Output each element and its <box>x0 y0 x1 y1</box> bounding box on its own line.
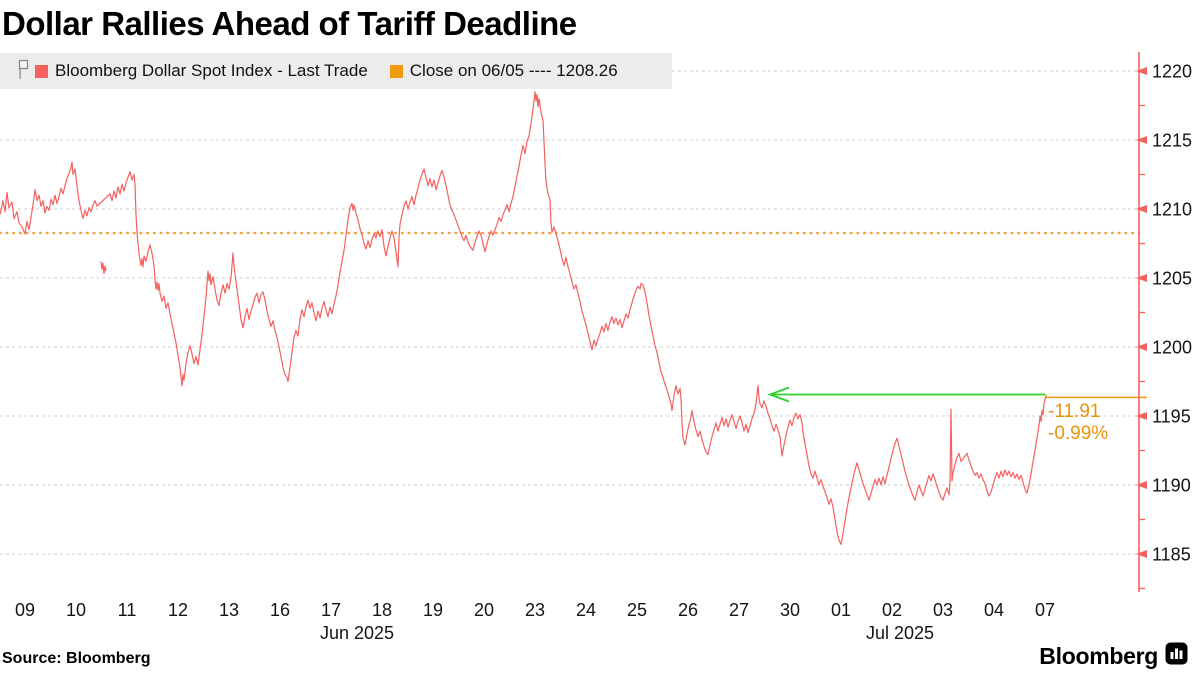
retracement-arrow-head-icon <box>767 386 790 403</box>
bloomberg-logo-icon <box>1165 642 1188 670</box>
x-tick-label: 25 <box>627 600 647 620</box>
x-tick-label: 13 <box>219 600 239 620</box>
y-axis-major-tick-icon <box>1136 205 1147 213</box>
x-tick-label: 16 <box>270 600 290 620</box>
x-tick-label: 23 <box>525 600 545 620</box>
y-axis-major-tick-icon <box>1136 343 1147 351</box>
legend-item-last-trade[interactable]: Bloomberg Dollar Spot Index - Last Trade <box>35 61 368 81</box>
legend-label-close: Close on 06/05 ---- 1208.26 <box>409 61 618 80</box>
bloomberg-logo-text: Bloomberg <box>1039 642 1158 669</box>
y-axis-major-tick-icon <box>1136 136 1147 144</box>
x-tick-label: 04 <box>984 600 1004 620</box>
x-tick-label: 11 <box>118 600 137 620</box>
price-line <box>0 91 1047 545</box>
x-tick-label: 26 <box>678 600 698 620</box>
x-tick-label: 18 <box>372 600 392 620</box>
x-tick-label: 02 <box>882 600 902 620</box>
change-percent: -0.99% <box>1048 423 1109 444</box>
x-tick-label: 03 <box>933 600 953 620</box>
y-tick-label: 1210 <box>1152 200 1192 220</box>
x-tick-label: 01 <box>831 600 851 620</box>
legend-item-close[interactable]: Close on 06/05 ---- 1208.26 <box>389 61 618 81</box>
y-tick-label: 1200 <box>1152 338 1192 358</box>
y-tick-label: 1220 <box>1152 62 1192 82</box>
x-tick-label: 12 <box>168 600 188 620</box>
x-tick-label: 10 <box>66 600 86 620</box>
x-tick-label: 07 <box>1035 600 1055 620</box>
y-tick-label: 1190 <box>1152 476 1191 496</box>
source-caption: Source: Bloomberg <box>2 650 151 667</box>
y-tick-label: 1185 <box>1152 545 1191 565</box>
legend-label-last-trade: Bloomberg Dollar Spot Index - Last Trade <box>55 61 368 80</box>
y-axis-major-tick-icon <box>1136 67 1147 75</box>
x-tick-label: 30 <box>780 600 800 620</box>
change-absolute: -11.91 <box>1048 401 1101 422</box>
y-axis-major-tick-icon <box>1136 274 1147 282</box>
page-title: Dollar Rallies Ahead of Tariff Deadline <box>2 5 577 42</box>
x-tick-label: 20 <box>474 600 494 620</box>
bloomberg-logo: Bloomberg <box>1039 642 1188 670</box>
close-swatch-icon <box>389 64 403 78</box>
price-line-detached-segment <box>100 261 107 274</box>
y-axis-major-tick-icon <box>1136 412 1147 420</box>
x-tick-label: 09 <box>15 600 35 620</box>
y-tick-label: 1215 <box>1152 131 1192 151</box>
change-annotation: -11.91 -0.99% <box>1048 401 1108 445</box>
y-tick-label: 1205 <box>1152 269 1192 289</box>
x-tick-label: 19 <box>423 600 443 620</box>
x-tick-label: 24 <box>576 600 596 620</box>
x-month-label: Jul 2025 <box>866 623 934 643</box>
y-tick-label: 1195 <box>1152 407 1191 427</box>
pin-icon <box>16 58 29 85</box>
series-swatch-icon <box>35 64 48 78</box>
x-tick-label: 17 <box>321 600 341 620</box>
x-tick-label: 27 <box>729 600 749 620</box>
y-axis-major-tick-icon <box>1136 550 1147 558</box>
y-axis-major-tick-icon <box>1136 481 1147 489</box>
x-month-label: Jun 2025 <box>320 623 394 643</box>
legend: Bloomberg Dollar Spot Index - Last Trade… <box>0 53 672 89</box>
